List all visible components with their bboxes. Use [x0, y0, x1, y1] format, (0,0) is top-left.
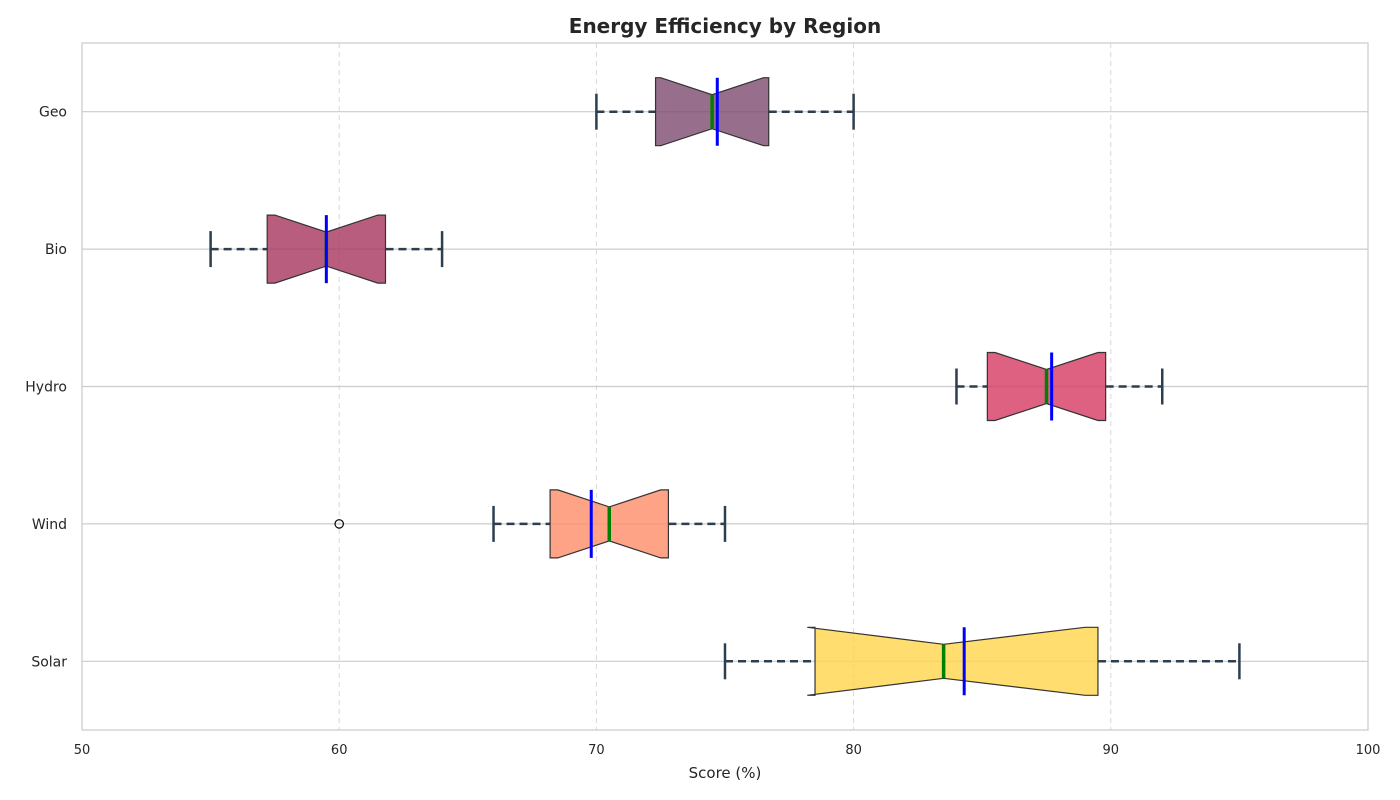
x-tick-label: 50: [74, 743, 91, 758]
box-group-solar: [723, 626, 1241, 696]
y-tick-label: Wind: [32, 517, 67, 533]
plot-area-frame: [81, 42, 1369, 731]
grid-layer: [82, 43, 1368, 730]
box-layer: [209, 77, 1241, 696]
box-group-bio: [209, 214, 444, 284]
box-group-wind: [334, 489, 727, 559]
x-tick-label: 70: [588, 743, 605, 758]
box-group-hydro: [955, 351, 1164, 422]
x-tick-label: 90: [1103, 743, 1120, 758]
y-tick-label: Bio: [45, 242, 67, 258]
x-tick-label: 60: [331, 743, 348, 758]
box-group-geo: [595, 77, 855, 147]
y-tick-label: Geo: [39, 105, 67, 121]
y-tick-label: Hydro: [25, 380, 67, 396]
chart-title: Energy Efficiency by Region: [569, 14, 881, 38]
outlier-point: [334, 519, 344, 529]
x-tick-label: 80: [845, 743, 862, 758]
x-tick-label: 100: [1356, 743, 1381, 758]
box-body: [807, 626, 1099, 696]
tick-layer: 50 60 70 80 90 100 Solar Wind Hydro Bio Geo: [25, 105, 1380, 758]
y-tick-label: Solar: [31, 654, 67, 670]
x-axis-label: Score (%): [689, 764, 762, 782]
